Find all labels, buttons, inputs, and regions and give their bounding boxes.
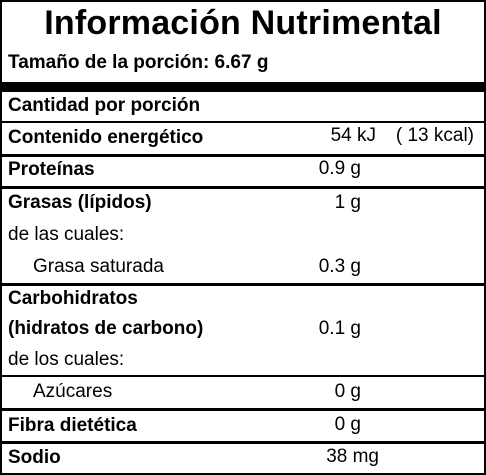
saturated-fat-label: Grasa saturada — [33, 256, 164, 277]
divider — [2, 375, 484, 377]
protein-label: Proteínas — [8, 159, 95, 180]
divider — [2, 283, 484, 286]
sugars-label: Azúcares — [33, 381, 113, 402]
divider — [2, 154, 484, 157]
fat-sub-label: de las cuales: — [8, 224, 125, 245]
divider — [2, 186, 484, 189]
carbohydrates-label-2: (hidratos de carbono) — [8, 318, 204, 339]
divider — [2, 408, 484, 411]
carbohydrates-label: Carbohidratos — [8, 288, 138, 309]
protein-value: 0.9 g — [318, 158, 361, 179]
thick-divider — [2, 82, 484, 92]
carbohydrates-value: 0.1 g — [318, 318, 361, 339]
per-serving-label: Cantidad por porción — [8, 95, 201, 116]
divider — [2, 441, 484, 444]
energy-label: Contenido energético — [8, 127, 204, 148]
panel-title: Información Nutrimental — [44, 4, 442, 42]
sodium-label: Sodio — [8, 447, 61, 468]
fiber-label: Fibra dietética — [8, 415, 137, 436]
sodium-value: 38 mg — [326, 446, 379, 467]
fiber-value: 0 g — [334, 414, 361, 435]
serving-size: Tamaño de la porción: 6.67 g — [8, 52, 269, 73]
fat-value: 1 g — [334, 192, 361, 213]
energy-value: 54 kJ — [330, 125, 376, 146]
saturated-fat-value: 0.3 g — [318, 256, 361, 277]
sugars-value: 0 g — [334, 381, 361, 402]
carbohydrates-sub-label: de los cuales: — [8, 349, 125, 370]
fat-label: Grasas (lípidos) — [8, 192, 152, 213]
energy-kcal: ( 13 kcal) — [395, 125, 474, 146]
divider — [2, 121, 484, 123]
